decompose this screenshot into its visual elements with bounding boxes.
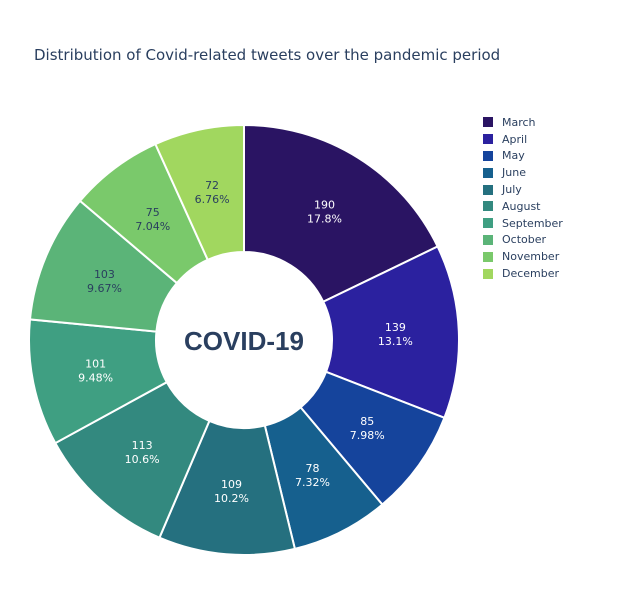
legend-item-november[interactable]: November — [483, 248, 563, 265]
chart-title: Distribution of Covid-related tweets ove… — [34, 46, 501, 64]
slice-value: 75 — [146, 206, 160, 219]
legend-swatch — [483, 134, 493, 145]
slice-percent: 7.98% — [350, 429, 385, 442]
slice-percent: 13.1% — [378, 335, 413, 348]
legend-item-july[interactable]: July — [483, 181, 563, 198]
slice-percent: 9.48% — [78, 371, 113, 384]
legend-label: October — [502, 233, 547, 247]
legend-label: June — [502, 166, 526, 180]
legend-label: December — [502, 267, 560, 281]
slice-value: 109 — [221, 478, 242, 491]
donut-slice-labels: 190 17.8% 139 13.1% 85 7.98% 78 7.32% 109 10.2% 11… — [78, 179, 413, 505]
donut-center-label: COVID-19 — [184, 326, 304, 356]
slice-percent: 7.04% — [135, 220, 170, 233]
legend-swatch — [483, 218, 493, 229]
legend-swatch — [483, 201, 493, 212]
legend-item-april[interactable]: April — [483, 131, 563, 148]
legend-swatch — [483, 234, 493, 245]
slice-label-december: 72 6.76% — [195, 179, 230, 206]
slice-label-october: 103 9.67% — [87, 268, 122, 295]
legend-swatch — [483, 251, 493, 262]
legend-item-may[interactable]: May — [483, 148, 563, 165]
slice-value: 72 — [205, 179, 219, 192]
legend-item-march[interactable]: March — [483, 114, 563, 131]
legend-swatch — [483, 184, 493, 195]
slice-percent: 10.2% — [214, 492, 249, 505]
slice-value: 190 — [314, 199, 335, 212]
slice-value: 101 — [85, 357, 106, 370]
slice-label-september: 101 9.48% — [78, 357, 113, 384]
slice-percent: 9.67% — [87, 282, 122, 295]
slice-percent: 7.32% — [295, 476, 330, 489]
slice-percent: 17.8% — [307, 213, 342, 226]
slice-label-march: 190 17.8% — [307, 199, 342, 226]
legend: March April May June July August September Octo… — [483, 114, 563, 282]
slice-value: 139 — [385, 321, 406, 334]
legend-item-december[interactable]: December — [483, 265, 563, 282]
donut-slices — [28, 123, 460, 556]
legend-swatch — [483, 167, 493, 178]
legend-label: May — [502, 149, 525, 163]
legend-label: July — [502, 183, 522, 197]
slice-december[interactable] — [154, 123, 245, 262]
legend-item-september[interactable]: September — [483, 215, 563, 232]
legend-swatch — [483, 268, 493, 279]
slice-march[interactable] — [243, 123, 439, 304]
slice-label-june: 78 7.32% — [295, 462, 330, 489]
slice-percent: 10.6% — [125, 453, 160, 466]
slice-value: 113 — [132, 439, 153, 452]
slice-value: 103 — [94, 268, 115, 281]
slice-value: 78 — [305, 462, 319, 475]
legend-label: November — [502, 250, 560, 264]
slice-label-july: 109 10.2% — [214, 478, 249, 505]
legend-item-august[interactable]: August — [483, 198, 563, 215]
slice-label-may: 85 7.98% — [350, 415, 385, 442]
slice-value: 85 — [360, 415, 374, 428]
slice-label-november: 75 7.04% — [135, 206, 170, 233]
legend-label: April — [502, 132, 528, 146]
legend-label: March — [502, 115, 536, 129]
legend-swatch — [483, 117, 493, 128]
slice-percent: 6.76% — [195, 193, 230, 206]
slice-april[interactable] — [321, 245, 460, 420]
slice-label-august: 113 10.6% — [125, 439, 160, 466]
legend-item-june[interactable]: June — [483, 164, 563, 181]
legend-item-october[interactable]: October — [483, 232, 563, 249]
legend-label: August — [502, 199, 541, 213]
slice-label-april: 139 13.1% — [378, 321, 413, 348]
legend-label: September — [502, 216, 563, 230]
legend-swatch — [483, 150, 493, 161]
